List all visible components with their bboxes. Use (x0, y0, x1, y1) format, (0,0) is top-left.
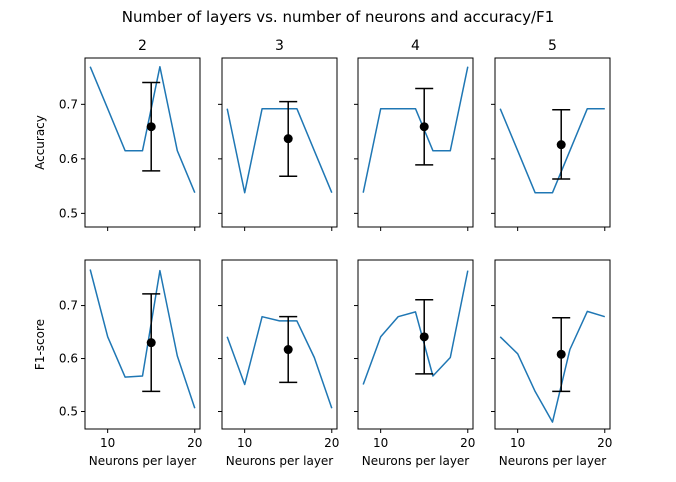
subplot-f1-3-layers: 10 20 Neurons per layer (218, 259, 339, 468)
subplot-accuracy-2-layers: 2 0.5 0.6 0.7 Accuracy (33, 38, 201, 231)
axes-frame (84, 57, 201, 228)
mean-point (283, 134, 293, 144)
axes-frame (494, 57, 611, 228)
y-tick-label: 0.5 (59, 206, 78, 220)
subplot-f1-4-layers: 10 20 Neurons per layer (354, 259, 475, 468)
x-tick-label: 20 (597, 436, 612, 450)
series-line (499, 107, 605, 194)
subplot-accuracy-4-layers: 4 (354, 38, 474, 231)
panel-title: 3 (275, 38, 284, 54)
panel-title: 2 (138, 38, 147, 54)
series-line (362, 66, 469, 193)
x-tick-label: 20 (460, 436, 475, 450)
y-tick-label: 0.6 (59, 152, 78, 166)
panel-title: 5 (548, 38, 557, 54)
axes-frame (221, 259, 338, 430)
axes-frame (357, 57, 474, 228)
y-axis-label: F1-score (33, 319, 47, 370)
mean-point (556, 349, 566, 359)
y-tick-label: 0.5 (59, 405, 78, 419)
mean-point (283, 345, 293, 355)
x-tick-label: 10 (510, 436, 525, 450)
axes-frame (357, 259, 474, 430)
axes-frame (494, 259, 611, 430)
x-tick-label: 10 (100, 436, 115, 450)
subplot-accuracy-3-layers: 3 (218, 38, 338, 231)
mean-point (419, 122, 429, 132)
x-tick-label: 20 (324, 436, 339, 450)
series-line (226, 107, 333, 194)
series-line (89, 65, 196, 193)
subplot-grid: 2 0.5 0.6 0.7 Accuracy 3 4 5 0.5 0.6 0.7 10 20 Neuron… (33, 38, 612, 468)
panel-title: 4 (411, 38, 420, 54)
mean-point (556, 140, 566, 150)
subplot-f1-5-layers: 10 20 Neurons per layer (491, 259, 612, 468)
mean-point (146, 338, 156, 348)
series-line (362, 270, 469, 385)
y-axis-label: Accuracy (33, 115, 47, 170)
x-tick-label: 10 (237, 436, 252, 450)
y-tick-label: 0.7 (59, 299, 78, 313)
x-tick-label: 20 (187, 436, 202, 450)
axes-frame (221, 57, 338, 228)
x-axis-label: Neurons per layer (89, 454, 197, 468)
axes-frame (84, 259, 201, 430)
series-line (226, 315, 333, 409)
x-axis-label: Neurons per layer (226, 454, 334, 468)
series-line (89, 269, 196, 409)
series-line (499, 310, 606, 423)
x-axis-label: Neurons per layer (362, 454, 470, 468)
x-tick-label: 10 (373, 436, 388, 450)
mean-point (419, 332, 429, 342)
figure-title: Number of layers vs. number of neurons a… (122, 8, 554, 26)
y-tick-label: 0.6 (59, 352, 78, 366)
y-tick-label: 0.7 (59, 97, 78, 111)
x-axis-label: Neurons per layer (499, 454, 607, 468)
subplot-accuracy-5-layers: 5 (491, 38, 611, 231)
subplot-f1-2-layers: 0.5 0.6 0.7 10 20 Neurons per layer F1-score (33, 259, 202, 468)
mean-point (146, 122, 156, 132)
